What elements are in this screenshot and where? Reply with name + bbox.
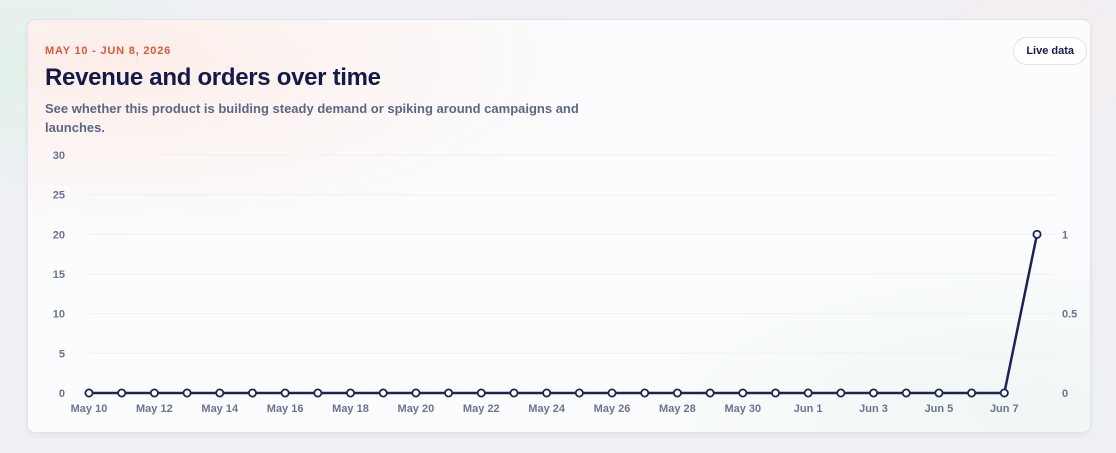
x-tick-label: Jun 5 bbox=[925, 403, 954, 415]
data-point[interactable] bbox=[182, 388, 192, 398]
x-tick-label: May 10 bbox=[71, 403, 108, 415]
data-point[interactable] bbox=[705, 388, 715, 398]
x-tick-label: May 28 bbox=[659, 403, 696, 415]
x-tick-label: May 16 bbox=[267, 403, 304, 415]
x-tick-label: May 30 bbox=[724, 403, 761, 415]
x-tick-label: May 18 bbox=[332, 403, 369, 415]
x-tick-label: May 26 bbox=[594, 403, 631, 415]
data-point[interactable] bbox=[346, 388, 356, 398]
data-point[interactable] bbox=[444, 388, 454, 398]
data-point[interactable] bbox=[999, 388, 1009, 398]
data-point[interactable] bbox=[967, 388, 977, 398]
x-tick-label: May 14 bbox=[201, 403, 239, 415]
data-point[interactable] bbox=[901, 388, 911, 398]
y-tick-label: 20 bbox=[53, 229, 65, 241]
data-point[interactable] bbox=[280, 388, 290, 398]
data-point[interactable] bbox=[738, 388, 748, 398]
y-tick-label: 25 bbox=[53, 190, 65, 202]
x-tick-label: Jun 7 bbox=[990, 403, 1019, 415]
chart-gridlines bbox=[89, 154, 1054, 394]
y-tick-label: 30 bbox=[53, 150, 65, 162]
y2-tick-label: 1 bbox=[1062, 229, 1068, 241]
data-point[interactable] bbox=[378, 388, 388, 398]
data-point[interactable] bbox=[476, 388, 486, 398]
data-point[interactable] bbox=[542, 388, 552, 398]
data-point[interactable] bbox=[509, 388, 519, 398]
x-tick-label: Jun 3 bbox=[859, 403, 888, 415]
data-point[interactable] bbox=[672, 388, 682, 398]
data-point[interactable] bbox=[117, 388, 127, 398]
y2-tick-label: 0.5 bbox=[1062, 309, 1077, 321]
x-tick-label: May 22 bbox=[463, 403, 500, 415]
data-point[interactable] bbox=[640, 388, 650, 398]
data-point[interactable] bbox=[770, 388, 780, 398]
x-axis: May 10 May 12 May 14 May 16 May 18 May 20 May … bbox=[71, 403, 1019, 415]
data-point[interactable] bbox=[607, 388, 617, 398]
y-tick-label: 10 bbox=[53, 309, 65, 321]
y2-tick-label: 0 bbox=[1062, 388, 1068, 400]
data-point[interactable] bbox=[836, 388, 846, 398]
x-tick-label: May 24 bbox=[528, 403, 566, 415]
data-point[interactable] bbox=[149, 388, 159, 398]
card-subtitle: See whether this product is building ste… bbox=[45, 101, 579, 135]
y-tick-label: 5 bbox=[59, 348, 65, 360]
data-point[interactable] bbox=[1032, 229, 1042, 239]
series-line bbox=[87, 233, 1039, 395]
data-point[interactable] bbox=[574, 388, 584, 398]
data-point[interactable] bbox=[313, 388, 323, 398]
data-point[interactable] bbox=[247, 388, 257, 398]
y-axis-left: 0 5 10 15 20 25 30 bbox=[53, 150, 65, 400]
x-tick-label: May 20 bbox=[398, 403, 435, 415]
card-title: Revenue and orders over time bbox=[45, 64, 381, 91]
chart-series bbox=[84, 229, 1042, 398]
data-point[interactable] bbox=[869, 388, 879, 398]
data-point[interactable] bbox=[215, 388, 225, 398]
y-tick-label: 15 bbox=[53, 269, 65, 281]
data-point[interactable] bbox=[84, 388, 94, 398]
data-point[interactable] bbox=[934, 388, 944, 398]
x-tick-label: Jun 1 bbox=[794, 403, 823, 415]
y-axis-right: 00.51 bbox=[1062, 229, 1077, 400]
revenue-orders-card: MAY 10 - JUN 8, 2026 Revenue and orders … bbox=[27, 19, 1091, 433]
live-data-button[interactable]: Live data bbox=[1013, 37, 1087, 65]
date-range-label: MAY 10 - JUN 8, 2026 bbox=[45, 45, 172, 57]
x-tick-label: May 12 bbox=[136, 403, 173, 415]
data-point[interactable] bbox=[411, 388, 421, 398]
data-point[interactable] bbox=[803, 388, 813, 398]
y-tick-label: 0 bbox=[59, 388, 65, 400]
